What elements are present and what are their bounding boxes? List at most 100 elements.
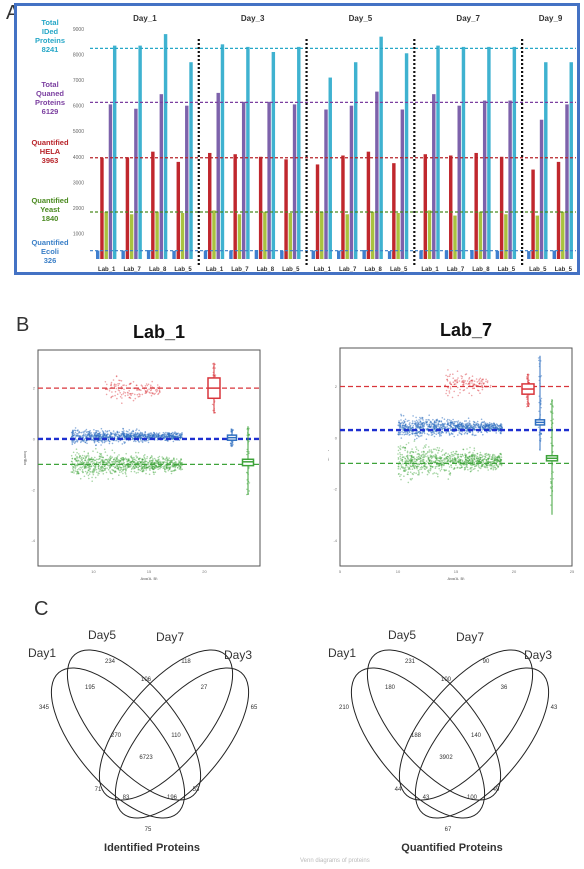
scatter-point [477,458,479,461]
scatter-point [429,454,432,457]
scatter-point [168,468,171,470]
scatter-point [425,438,428,440]
scatter-point [470,426,472,429]
scatter-point [446,420,448,422]
scatter-point [82,462,85,464]
scatter-point [451,460,453,462]
scatter-point [416,459,418,461]
venn-set-outline [350,667,486,819]
scatter-point [423,465,426,468]
scatter-point [134,464,137,467]
scatter-point [432,423,434,425]
scatter-point [477,466,480,468]
scatter-point [466,448,468,450]
x-tick-label: 25 [570,569,575,574]
scatter-point [153,465,156,468]
scatter-point [85,456,87,458]
bar [233,154,237,259]
scatter-point [112,469,114,471]
scatter-point [133,467,136,469]
scatter-point [462,427,464,429]
scatter-point [102,460,104,462]
scatter-point [486,464,488,467]
scatter-point [450,420,452,422]
scatter-point [426,424,428,426]
scatter-point [459,459,462,462]
scatter-point [471,453,473,456]
bar [436,45,440,259]
scatter-point [115,471,117,473]
scatter-point [102,459,104,461]
scatter-point [165,471,167,473]
scatter-point [410,458,412,460]
scatter-point [431,451,434,453]
outlier-point [540,400,542,403]
scatter-point [450,383,453,386]
scatter-point [457,427,460,429]
scatter-point [102,456,104,459]
scatter-point [402,467,404,469]
scatter-point [115,375,118,377]
scatter-point [487,453,490,456]
lab-label: Lab_5 [498,267,516,273]
scatter-point [80,441,82,444]
scatter-point [155,459,158,462]
scatter-point [424,465,427,468]
scatter-point [484,456,487,459]
scatter-point [465,382,467,385]
scatter-point [402,446,405,448]
scatter-point [71,443,74,446]
scatter-point [464,454,467,457]
scatter-point [96,458,98,461]
bar [449,155,453,259]
scatter-point [439,433,441,436]
scatter-point [412,473,414,476]
scatter-point [161,461,163,463]
scatter-point [136,393,139,396]
bar [292,104,297,259]
scatter-point [80,436,83,438]
scatter-point [116,466,119,468]
scatter-point [418,458,421,460]
scatter-point [130,461,132,463]
scatter-point [76,472,79,474]
scatter-point [401,459,403,461]
scatter-point [141,467,144,469]
scatter-point [93,469,96,472]
scatter-point [453,383,456,385]
scatter-point [404,433,407,435]
scatter-point [443,418,446,420]
scatter-point [127,458,130,461]
scatter-point [162,467,165,469]
scatter-point [160,464,162,467]
scatter-point [149,469,151,471]
scatter-point [422,460,424,463]
scatter-point [488,455,491,458]
scatter-point [75,459,77,461]
scatter-point [162,457,164,460]
scatter-point [498,454,500,457]
scatter-point [475,378,478,380]
scatter-point [150,384,152,387]
scatter-point [495,423,498,425]
scatter-point [142,461,145,463]
scatter-point [494,466,496,468]
scatter-point [463,379,465,382]
scatter-point [482,427,484,429]
scatter-point [127,465,129,467]
scatter-point [146,466,148,469]
scatter-point [497,460,499,462]
scatter-point [107,461,110,463]
scatter-point [74,429,77,432]
scatter-point [483,466,486,469]
scatter-point [104,469,107,471]
scatter-point [461,425,464,427]
scatter-point [489,454,491,456]
scatter-point [496,458,498,461]
outlier-point [246,434,248,436]
scatter-point [76,463,79,466]
scatter-point [423,445,426,447]
venn-set-name: Day3 [224,648,252,662]
scatter-point [476,422,479,425]
